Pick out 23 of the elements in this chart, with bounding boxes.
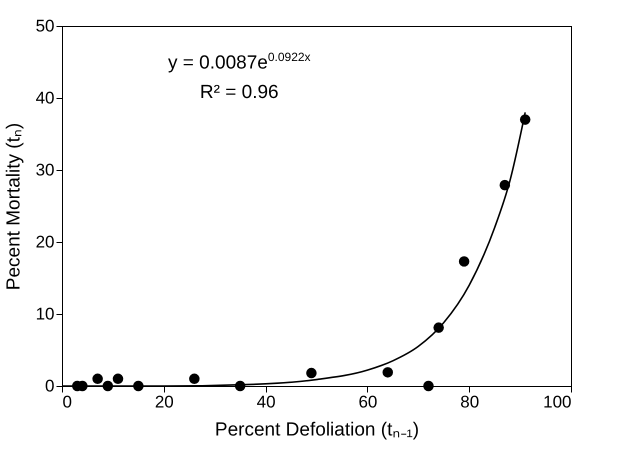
y-tick-label: 40 — [36, 88, 54, 108]
y-axis-title: Pecent Mortality (tₙ) — [4, 122, 25, 290]
x-tick-label: 40 — [256, 392, 276, 412]
point — [92, 374, 103, 384]
x-tick-label: 80 — [460, 392, 480, 412]
y-tick-label: 0 — [45, 376, 54, 396]
y-tick-label: 20 — [36, 232, 54, 252]
point — [382, 367, 394, 378]
x-tick-label: 0 — [62, 392, 72, 412]
y-tick-label: 10 — [36, 304, 54, 324]
x-tick-label: 20 — [154, 392, 174, 412]
point — [112, 374, 124, 384]
point — [189, 374, 200, 384]
point — [458, 256, 470, 267]
y-tick-label: 50 — [36, 16, 54, 36]
x-axis-title: Percent Defoliation (tₙ₋₁) — [214, 420, 420, 440]
x-tick-label: 100 — [543, 392, 572, 412]
y-tick-label: 30 — [36, 160, 54, 180]
point — [306, 368, 317, 378]
annotation: R² = 0.96 — [198, 81, 280, 106]
x-tick-label: 60 — [358, 392, 378, 412]
point — [423, 380, 434, 392]
annotation: y = 0.0087e$^{0.0922x}$ — [168, 49, 311, 76]
